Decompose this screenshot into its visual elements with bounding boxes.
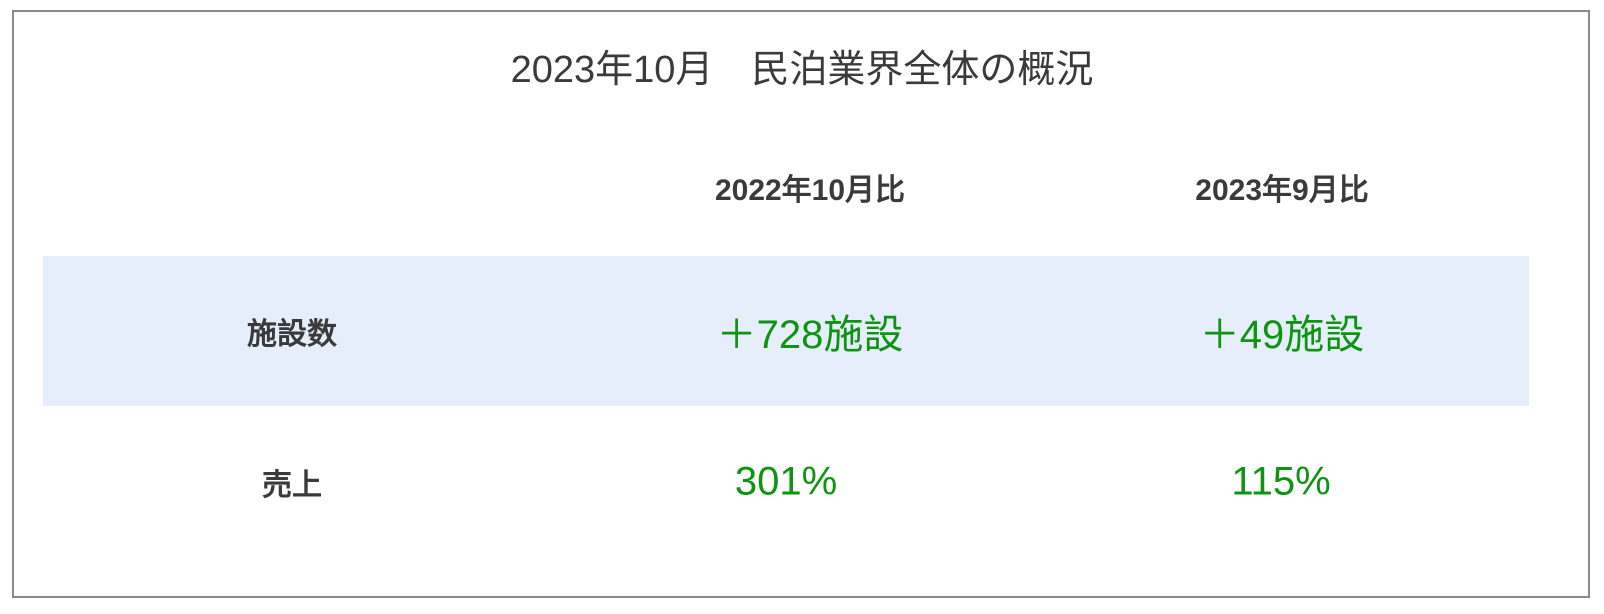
- page-title: 2023年10月 民泊業界全体の概況: [510, 49, 1094, 91]
- row-label-sales: 売上: [262, 469, 322, 502]
- facilities-mom-value: ＋49施設: [1199, 313, 1365, 357]
- sales-mom-value: 115%: [1231, 459, 1331, 504]
- table-row-highlight: [43, 256, 1529, 406]
- summary-panel: [12, 10, 1590, 598]
- column-header-yoy: 2022年10月比: [714, 174, 906, 207]
- sales-yoy-value: 301%: [734, 459, 838, 504]
- row-label-facilities: 施設数: [247, 318, 337, 351]
- facilities-yoy-value: ＋728施設: [716, 313, 904, 357]
- column-header-mom: 2023年9月比: [1195, 174, 1369, 207]
